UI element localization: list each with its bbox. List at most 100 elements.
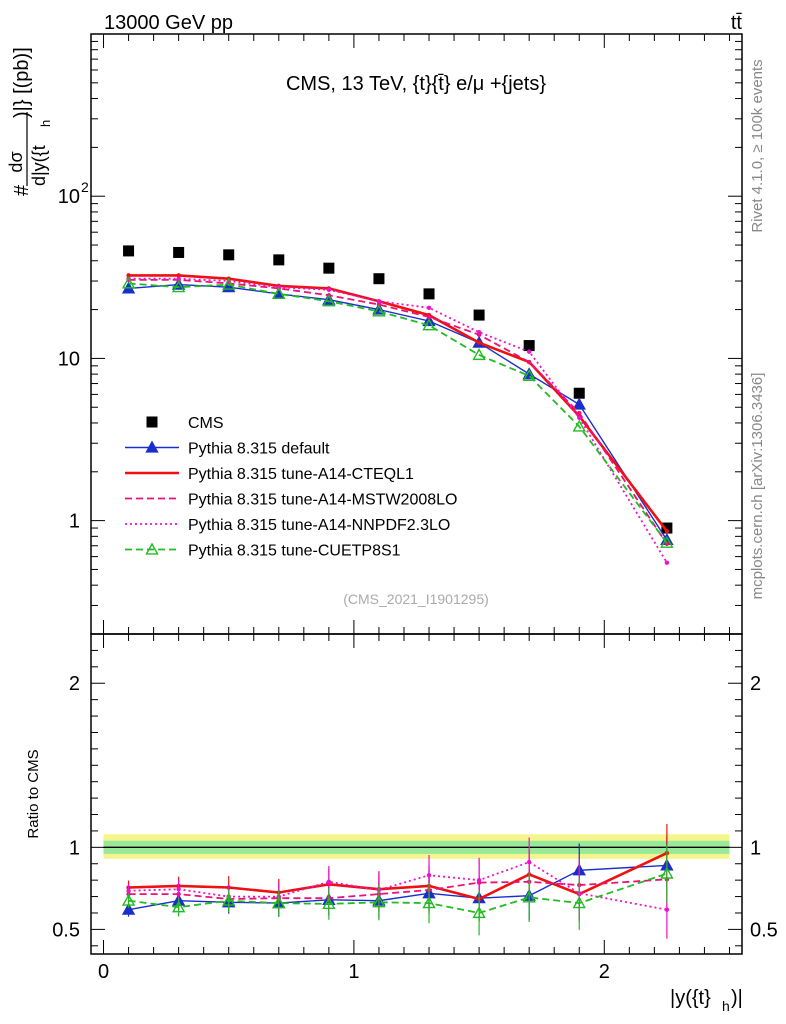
ratio-point-4-6 <box>422 896 436 909</box>
main-series-5 <box>121 276 674 548</box>
main-point-4-5 <box>376 299 382 304</box>
ratio-ytick-label-left-2: 2 <box>69 673 80 695</box>
main-point-1-9 <box>572 397 586 410</box>
main-point-0-3 <box>273 254 285 266</box>
legend-entry-3: Pythia 8.315 tune-A14-MSTW2008LO <box>125 492 457 509</box>
legend-entry-0: CMS <box>146 415 224 432</box>
legend-marker-1 <box>145 440 159 453</box>
ratio-series-line-2 <box>128 878 667 900</box>
ratio-point-4-10 <box>660 866 674 879</box>
ratio-point-4-2 <box>222 893 236 906</box>
x-label-sub: h <box>722 998 730 1014</box>
main-point-5-9 <box>572 419 586 432</box>
main-series-0 <box>123 245 673 534</box>
legend-label-1: Pythia 8.315 default <box>188 441 330 458</box>
main-point-3-6 <box>426 314 432 320</box>
analysis-id: (CMS_2021_I1901295) <box>343 591 489 607</box>
x-label-tail: )| <box>731 987 743 1009</box>
ratio-point-4-5 <box>372 895 386 908</box>
ratio-point-4-9 <box>572 896 586 909</box>
legend-entry-1: Pythia 8.315 default <box>125 441 330 458</box>
ratio-point-3-7 <box>476 877 482 883</box>
ratio-frame <box>90 633 743 955</box>
process-label: tt̄ <box>731 12 743 34</box>
ratio-point-4-1 <box>171 900 186 913</box>
ratio-series-line-4 <box>128 872 668 914</box>
ratio-plot-area <box>103 824 730 939</box>
main-point-5-6 <box>422 318 436 331</box>
ratio-y-axis-label: Ratio to CMS <box>25 749 42 838</box>
main-point-2-0 <box>126 273 131 278</box>
ratio-ticks: 0.5 0.5 1 1 2 2 0 1 2 <box>52 634 778 983</box>
main-point-4-4 <box>326 287 332 292</box>
main-point-0-5 <box>373 273 385 285</box>
ratio-point-3-1 <box>176 886 181 892</box>
legend-entry-4: Pythia 8.315 tune-A14-NNPDF2.3LO <box>125 517 450 534</box>
legend-marker-0 <box>146 416 158 428</box>
main-point-4-8 <box>526 349 532 354</box>
main-point-0-6 <box>423 288 435 300</box>
legend-entry-5: Pythia 8.315 tune-CUETP8S1 <box>125 543 401 560</box>
main-point-0-9 <box>573 387 585 399</box>
main-y-label-num: dσ <box>6 151 26 172</box>
ratio-point-4-0 <box>121 893 136 906</box>
main-point-0-0 <box>123 245 135 257</box>
main-point-5-1 <box>171 280 186 293</box>
legend-entry-2: Pythia 8.315 tune-A14-CTEQL1 <box>125 466 414 483</box>
energy-label: 13000 GeV pp <box>104 12 233 34</box>
x-tick-label-2: 2 <box>599 961 610 983</box>
main-point-4-9 <box>577 415 582 421</box>
main-point-4-6 <box>426 305 432 311</box>
ratio-point-3-4 <box>326 879 332 884</box>
legend: CMS Pythia 8.315 default Pythia 8.315 tune… <box>125 415 457 560</box>
main-series-line-3 <box>128 278 668 545</box>
main-point-0-1 <box>173 246 185 258</box>
ratio-series-4 <box>121 844 674 936</box>
main-point-5-4 <box>322 294 336 307</box>
ratio-ytick-label-right-1: 1 <box>750 837 761 859</box>
main-point-5-0 <box>121 276 136 289</box>
main-point-4-1 <box>176 276 181 281</box>
ratio-point-4-8 <box>522 890 536 903</box>
rivet-label: Rivet 4.1.0, ≥ 100k events <box>749 59 766 232</box>
main-point-5-2 <box>222 277 236 290</box>
main-point-4-10 <box>664 560 670 565</box>
x-label-main: |y({t} <box>670 987 711 1009</box>
ratio-point-4-7 <box>472 906 486 919</box>
ratio-ytick-label-right-0: 0.5 <box>750 919 778 941</box>
main-point-3-8 <box>526 359 532 365</box>
main-point-2-1 <box>176 273 181 278</box>
main-point-4-7 <box>476 330 482 335</box>
legend-label-5: Pythia 8.315 tune-CUETP8S1 <box>188 543 401 560</box>
main-point-2-7 <box>476 340 482 345</box>
ratio-point-4-4 <box>322 897 336 910</box>
main-ytick-label-0: 10 <box>58 186 80 208</box>
ratio-ytick-label-left-0: 0.5 <box>52 919 80 941</box>
main-point-5-5 <box>372 304 386 317</box>
main-y-label-sub: h <box>38 120 53 127</box>
main-point-0-2 <box>223 249 235 261</box>
ratio-series-2 <box>126 850 670 915</box>
ratio-point-3-8 <box>526 859 532 865</box>
main-point-0-4 <box>323 262 335 274</box>
ratio-ytick-label-left-1: 1 <box>69 837 80 859</box>
ratio-point-3-6 <box>426 873 432 878</box>
main-point-0-10 <box>661 522 673 534</box>
main-point-5-3 <box>272 286 286 299</box>
main-point-5-8 <box>522 368 536 382</box>
main-ytick-label-exp-0: 2 <box>81 179 89 195</box>
main-series-line-5 <box>128 282 668 544</box>
main-y-label-hash: # <box>11 184 33 196</box>
main-point-0-7 <box>473 309 485 321</box>
main-ytick-label-1: 10 <box>58 348 80 370</box>
x-tick-label-1: 1 <box>348 961 359 983</box>
legend-label-2: Pythia 8.315 tune-A14-CTEQL1 <box>188 466 414 483</box>
x-tick-label-0: 0 <box>98 961 109 983</box>
main-plot-area <box>121 245 674 565</box>
ratio-panel: Ratio to CMS 0.5 0.5 1 1 2 2 0 1 2 |y({t} h )| <box>25 633 778 1014</box>
ratio-point-0-0 <box>121 902 136 915</box>
main-title: CMS, 13 TeV, {t}{t̄} e/μ +{jets} <box>286 73 546 95</box>
main-ytick-label-2: 1 <box>69 511 80 533</box>
